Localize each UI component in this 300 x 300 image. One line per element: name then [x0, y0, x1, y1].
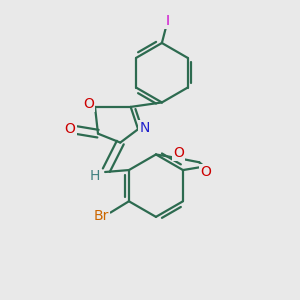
- Text: N: N: [140, 121, 150, 135]
- Text: I: I: [165, 14, 169, 28]
- Text: O: O: [173, 146, 184, 160]
- Text: O: O: [64, 122, 76, 136]
- Text: O: O: [200, 165, 211, 179]
- Text: H: H: [90, 169, 100, 183]
- Text: O: O: [83, 97, 94, 111]
- Text: Br: Br: [94, 209, 109, 223]
